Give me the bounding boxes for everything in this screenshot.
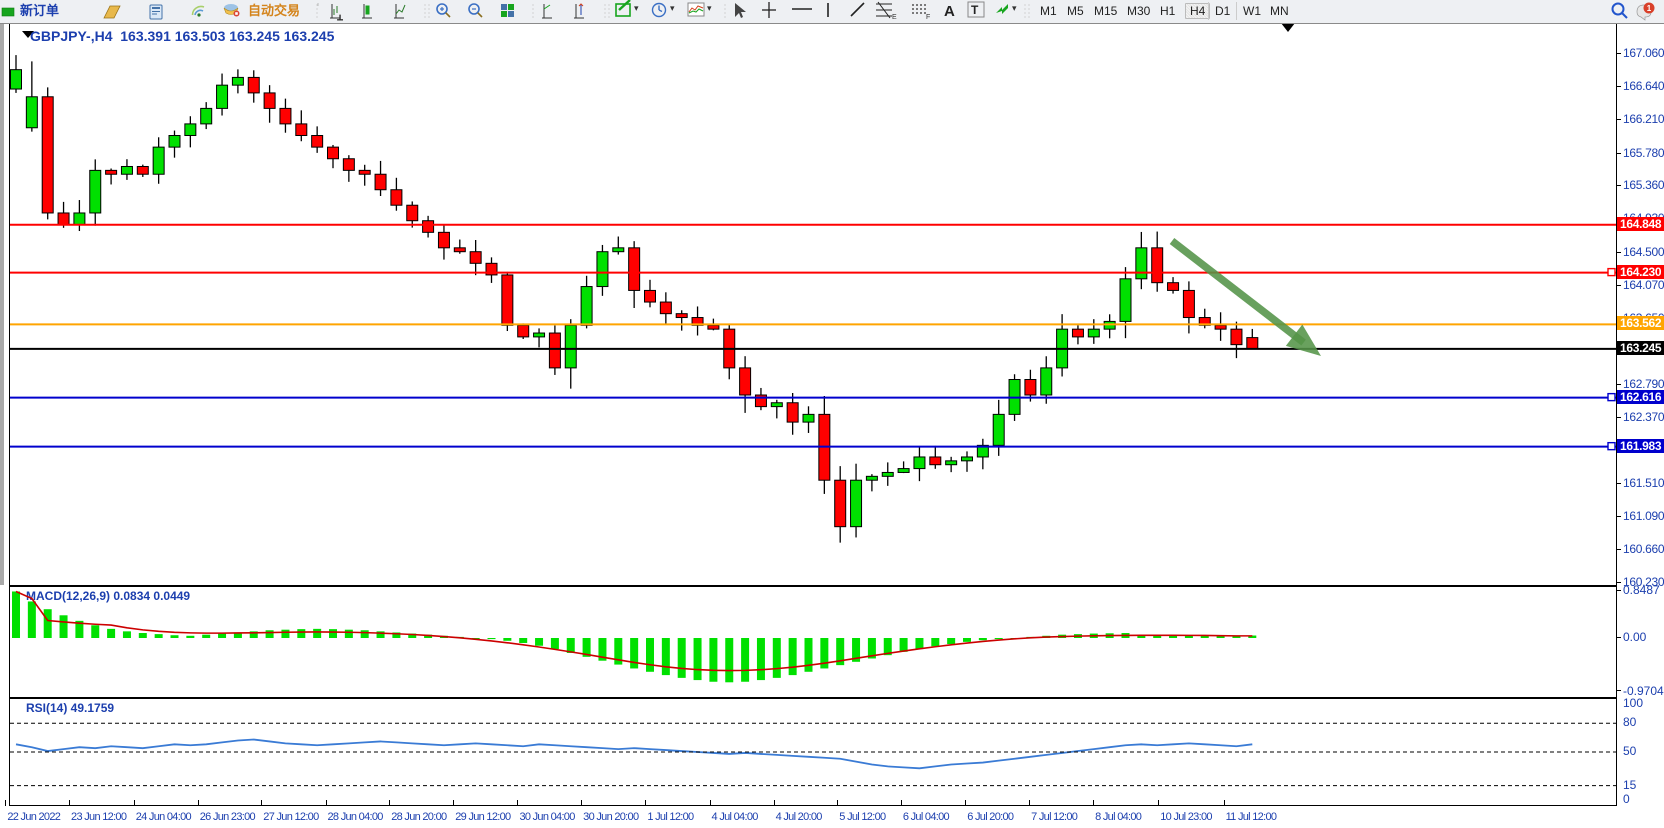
svg-text:F: F	[926, 14, 930, 21]
svg-text:自动交易: 自动交易	[248, 3, 300, 18]
svg-text:A: A	[944, 3, 955, 20]
svg-text:⊥: ⊥	[337, 15, 343, 22]
svg-text:▾: ▾	[670, 3, 675, 13]
svg-text:E: E	[892, 14, 897, 21]
svg-text:▾: ▾	[707, 3, 712, 13]
svg-text:新订单: 新订单	[20, 3, 59, 18]
svg-text:1: 1	[1647, 4, 1652, 13]
svg-text:T: T	[971, 3, 979, 17]
svg-text:▾: ▾	[1012, 3, 1017, 13]
svg-text:▾: ▾	[634, 3, 639, 13]
